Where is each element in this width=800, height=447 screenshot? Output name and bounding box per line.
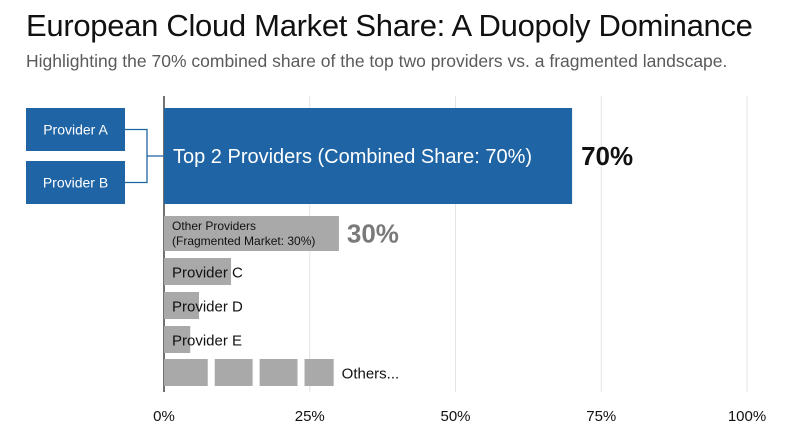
data-label: 30% — [347, 219, 399, 249]
bar-label: Top 2 Providers (Combined Share: 70%) — [173, 146, 532, 168]
group-label-box — [26, 108, 125, 151]
others-segment — [304, 359, 334, 386]
x-tick-label: 50% — [440, 408, 470, 425]
bar — [164, 292, 199, 319]
others-segment — [214, 359, 253, 386]
x-tick-label: 0% — [153, 408, 175, 425]
bar — [164, 216, 339, 251]
bar — [164, 326, 191, 353]
group-label: Provider A — [43, 122, 108, 138]
group-bracket — [125, 128, 164, 184]
bar-label: Other Providers — [172, 219, 256, 233]
chart-subtitle: Highlighting the 70% combined share of t… — [26, 51, 728, 71]
x-tick-label: 25% — [295, 408, 325, 425]
chart-title: European Cloud Market Share: A Duopoly D… — [26, 8, 753, 43]
bar-label: Provider C — [172, 265, 243, 282]
bar — [164, 258, 232, 285]
x-tick-label: 75% — [586, 408, 616, 425]
bar — [164, 108, 573, 204]
data-label: 70% — [581, 141, 633, 171]
group-label: Provider B — [43, 175, 108, 191]
others-label: Others... — [342, 366, 400, 383]
others-segment — [259, 359, 298, 386]
bar-label: Provider E — [172, 333, 242, 350]
bar-label: Provider D — [172, 299, 243, 316]
bar-label: (Fragmented Market: 30%) — [172, 234, 315, 248]
others-segment — [164, 359, 208, 386]
x-tick-label: 100% — [728, 408, 766, 425]
group-label-box — [26, 161, 125, 204]
